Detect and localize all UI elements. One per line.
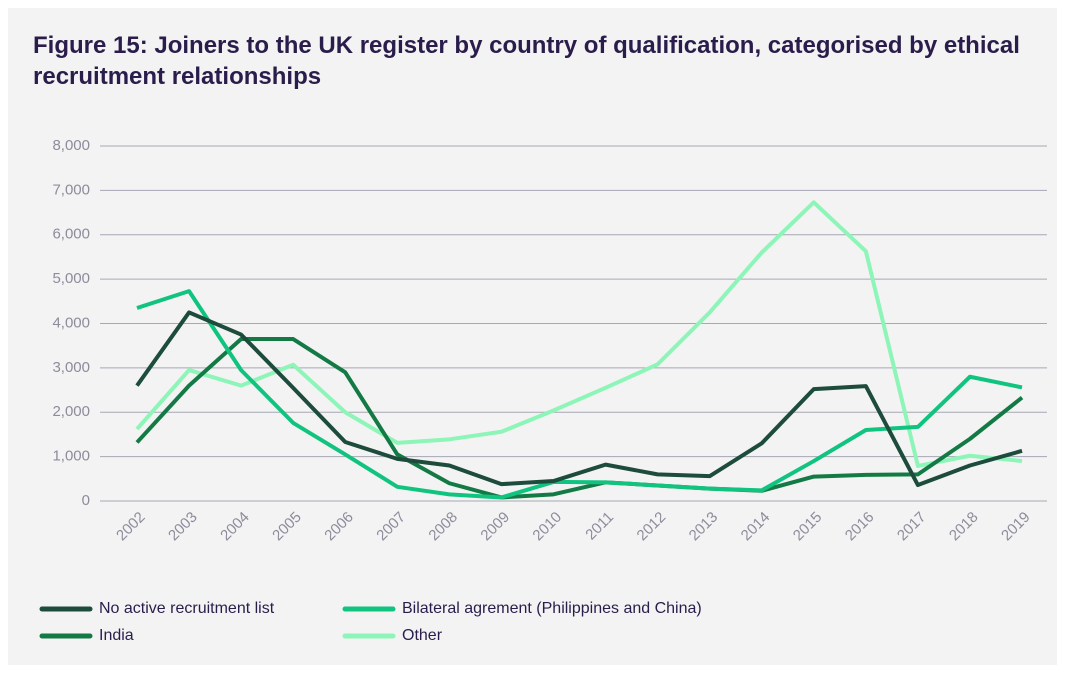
y-tick-label: 8,000 <box>52 137 90 154</box>
x-tick-label: 2005 <box>269 509 305 545</box>
y-tick-label: 1,000 <box>52 448 90 465</box>
x-tick-label: 2011 <box>582 509 617 544</box>
series-line <box>135 310 1023 488</box>
y-tick-label: 7,000 <box>52 181 90 198</box>
chart-title: Figure 15: Joiners to the UK register by… <box>33 32 1020 90</box>
x-tick-label: 2006 <box>321 509 357 545</box>
legend-label: Other <box>402 627 443 644</box>
x-tick-label: 2017 <box>894 509 930 545</box>
x-tick-label: 2002 <box>113 509 149 545</box>
y-tick-label: 4,000 <box>52 314 90 331</box>
legend-label: No active recruitment list <box>99 600 275 617</box>
legend-label: India <box>99 627 134 644</box>
y-tick-label: 0 <box>82 492 90 509</box>
panel <box>8 8 1057 665</box>
x-tick-label: 2009 <box>477 509 513 545</box>
x-tick-label: 2008 <box>425 509 461 545</box>
x-tick-label: 2019 <box>998 509 1034 545</box>
y-tick-label: 6,000 <box>52 226 90 243</box>
x-tick-label: 2013 <box>686 509 722 545</box>
series-line <box>135 200 1023 468</box>
y-tick-label: 2,000 <box>52 403 90 420</box>
x-tick-label: 2007 <box>373 509 409 545</box>
legend-label: Bilateral agrement (Philippines and Chin… <box>402 600 702 617</box>
x-tick-label: 2014 <box>738 509 774 545</box>
x-tick-label: 2012 <box>634 509 670 545</box>
x-tick-label: 2003 <box>165 509 201 545</box>
y-tick-label: 3,000 <box>52 359 90 376</box>
series-line <box>135 337 1024 500</box>
x-tick-label: 2016 <box>842 509 878 545</box>
y-tick-label: 5,000 <box>52 270 90 287</box>
x-tick-label: 2018 <box>946 509 982 545</box>
x-tick-label: 2010 <box>529 509 565 545</box>
x-tick-label: 2015 <box>790 509 826 545</box>
x-tick-label: 2004 <box>217 509 253 545</box>
series-line <box>136 289 1023 500</box>
